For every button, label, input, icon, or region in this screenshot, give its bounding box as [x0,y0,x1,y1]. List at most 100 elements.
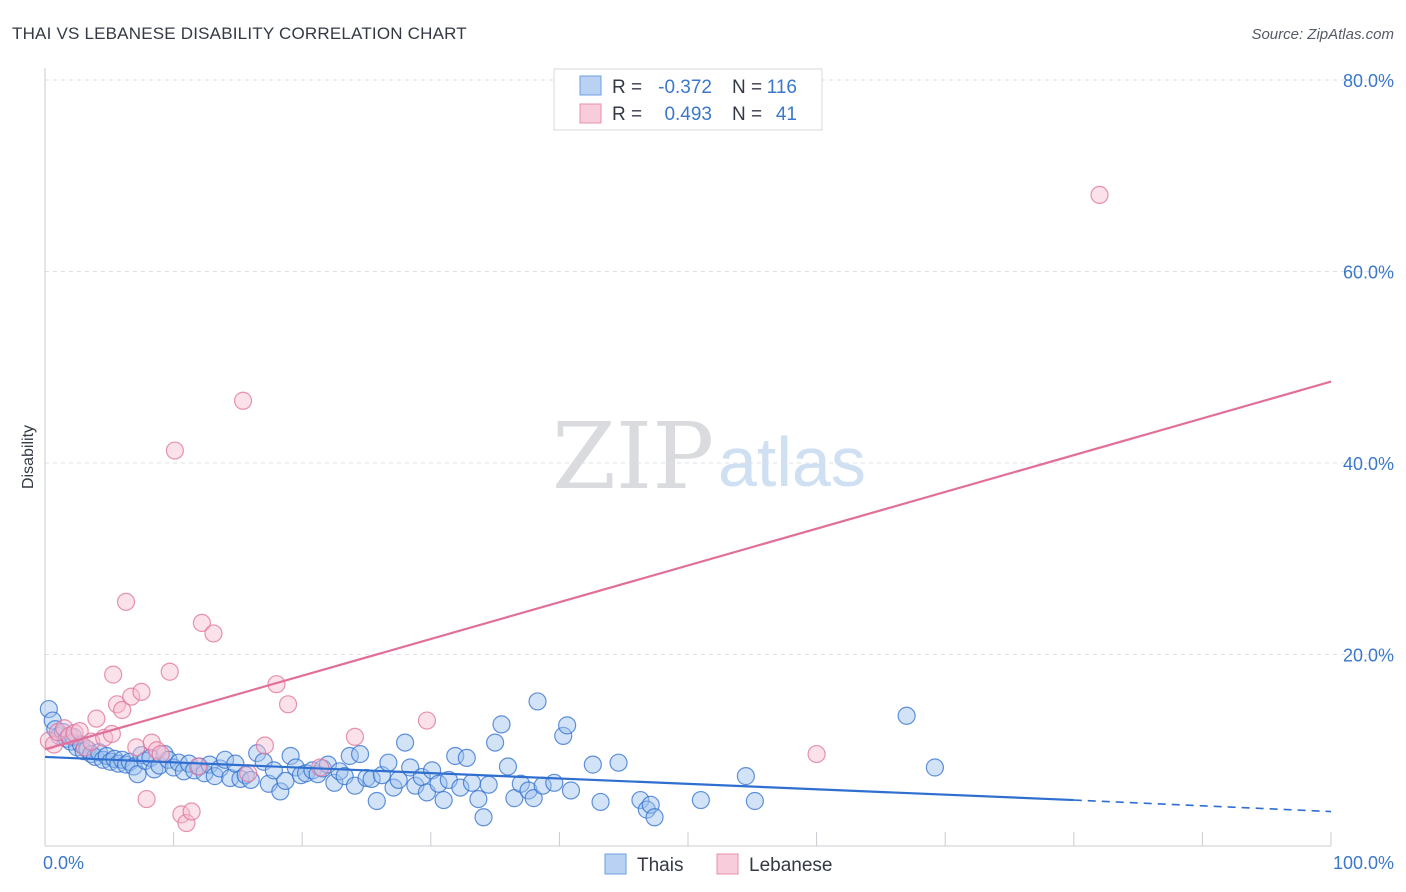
lebanese-point-24 [165,441,184,460]
lebanese-point-26 [177,813,196,833]
bottom-legend-thais-label: Thais [637,855,683,876]
thais-point-104 [583,755,602,774]
trend-lines [44,380,1332,813]
lebanese-point-27 [182,802,201,821]
thais-point-0 [39,699,58,719]
thais-trend-line [44,755,1074,802]
lebanese-point-13 [107,695,127,714]
legend-thais-r-label: R = [612,77,642,98]
stats-legend: R = -0.372 N = 116 R = 0.493 N = 41 [553,68,823,131]
legend-lebanese-r-value: 0.493 [664,104,712,125]
thais-point-92 [492,715,511,734]
thais-point-84 [446,746,465,766]
lebanese-point-23 [160,662,179,681]
watermark-zip: ZIP [552,403,714,510]
thais-point-81 [429,774,448,793]
thais-point-103 [561,781,581,800]
thais-point-24 [128,765,147,784]
lebanese-trend-line [44,380,1332,751]
legend-thais-n-value: 116 [767,77,797,98]
thais-point-111 [691,790,710,810]
x-tick-label-min: 0.0% [43,853,84,873]
thais-point-93 [498,757,518,776]
y-axis-label: Disability [20,425,37,489]
bottom-legend-thais-swatch [604,853,627,875]
legend-thais-n-label: N = [732,77,762,98]
y-tick-label: 80.0% [1343,71,1394,91]
lebanese-point-19 [137,789,156,809]
thais-point-114 [897,706,916,725]
bottom-legend-lebanese-swatch [716,853,739,875]
lebanese-point-29 [192,613,211,633]
thais-point-88 [469,789,488,809]
thais-point-62 [325,773,344,792]
lebanese-point-31 [233,391,253,410]
lebanese-point-40 [1090,185,1109,204]
bottom-legend-lebanese-label: Lebanese [749,855,832,876]
lebanese-point-22 [151,744,170,764]
thais-point-105 [591,792,610,812]
x-tick-label-max: 100.0% [1333,853,1394,873]
lebanese-point-18 [132,682,151,701]
thais-point-89 [474,808,493,827]
chart-title: THAI VS LEBANESE DISABILITY CORRELATION … [12,24,467,43]
lebanese-point-39 [807,744,826,764]
x-tick-labels: 0.0% 100.0% [43,853,1394,873]
lebanese-point-30 [204,624,223,643]
y-tick-label: 20.0% [1343,646,1394,666]
thais-point-100 [545,773,564,792]
lebanese-point-28 [188,757,208,776]
thais-point-75 [395,733,415,752]
series-legend: Thais Lebanese [604,853,832,876]
watermark: ZIP atlas [552,403,866,510]
lebanese-point-17 [127,738,146,757]
lebanese-point-25 [172,805,191,824]
thais-point-70 [367,791,386,811]
thais-point-101 [554,726,573,745]
legend-thais-swatch [579,75,602,96]
legend-thais-r-value: -0.372 [658,77,712,98]
thais-point-54 [281,746,300,766]
thais-point-98 [528,692,547,711]
gridlines [44,79,1394,846]
watermark-atlas: atlas [718,423,866,501]
y-tick-label: 40.0% [1343,454,1394,474]
series-thais-points [39,692,945,827]
series-lebanese-points [39,185,1109,833]
y-tick-label: 60.0% [1343,263,1394,283]
thais-point-67 [350,744,370,764]
thais-point-82 [434,790,453,810]
lebanese-point-32 [239,764,258,783]
chart-source: Source: ZipAtlas.com [1251,26,1394,43]
thais-point-87 [462,773,482,792]
thais-point-97 [524,789,543,808]
thais-point-90 [479,775,498,794]
y-tick-labels: 20.0% 40.0% 60.0% 80.0% [1343,71,1394,666]
thais-point-72 [379,753,398,772]
lebanese-point-16 [122,687,141,706]
lebanese-point-14 [113,700,132,720]
lebanese-point-37 [345,727,365,746]
lebanese-point-33 [255,736,275,755]
thais-trend-extension [1073,799,1332,813]
thais-point-115 [925,758,945,777]
thais-point-85 [451,778,470,797]
thais-point-52 [271,782,290,801]
legend-lebanese-n-value: 41 [776,104,797,125]
lebanese-point-35 [278,695,298,714]
thais-point-107 [631,790,650,810]
legend-lebanese-swatch [579,103,602,124]
lebanese-point-15 [116,592,136,611]
legend-lebanese-n-label: N = [732,104,762,125]
thais-point-86 [457,748,476,768]
thais-point-110 [645,808,664,827]
thais-point-113 [745,791,764,811]
thais-point-102 [558,716,577,735]
thais-point-112 [736,767,755,786]
lebanese-point-9 [87,709,106,728]
thais-point-106 [609,753,628,772]
thais-point-91 [486,733,505,752]
lebanese-point-38 [417,711,437,730]
lebanese-point-12 [104,665,123,684]
